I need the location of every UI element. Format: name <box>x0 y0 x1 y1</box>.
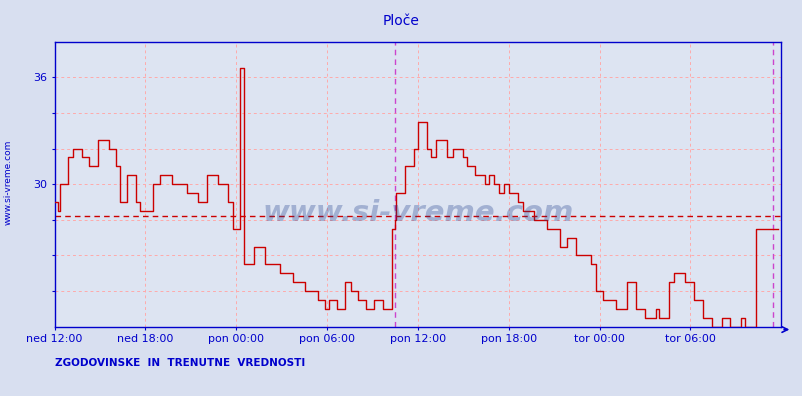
Text: www.si-vreme.com: www.si-vreme.com <box>3 139 13 225</box>
Text: ZGODOVINSKE  IN  TRENUTNE  VREDNOSTI: ZGODOVINSKE IN TRENUTNE VREDNOSTI <box>55 358 305 368</box>
Text: www.si-vreme.com: www.si-vreme.com <box>262 199 573 227</box>
Text: Ploče: Ploče <box>383 14 419 28</box>
